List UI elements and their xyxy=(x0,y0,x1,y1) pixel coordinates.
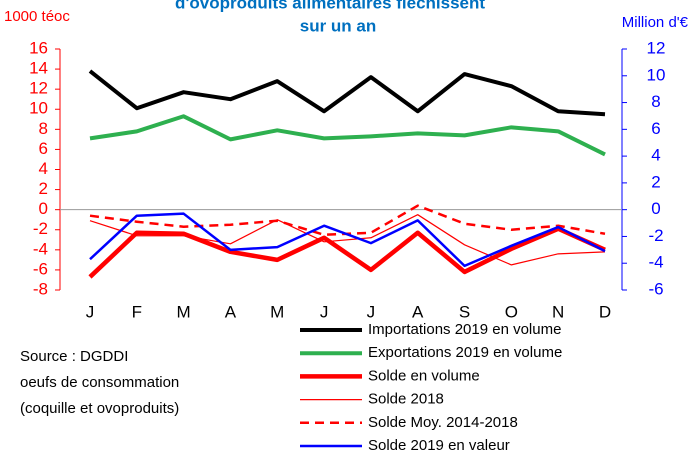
y2-tick-label: 8 xyxy=(651,92,660,111)
y2-tick-label: 4 xyxy=(651,146,660,165)
x-tick-label: J xyxy=(320,302,329,321)
note: oeufs de consommation xyxy=(20,374,179,391)
y-tick-label: -8 xyxy=(33,279,48,298)
legend-label: Solde en volume xyxy=(368,367,480,384)
note: Source : DGDDI xyxy=(20,348,128,365)
y-tick-label: 4 xyxy=(39,159,48,178)
x-tick-label: M xyxy=(270,302,284,321)
series-line xyxy=(88,69,606,117)
y-tick-label: 6 xyxy=(39,139,48,158)
x-tick-label: O xyxy=(505,302,518,321)
y-tick-label: -4 xyxy=(33,239,48,258)
y2-tick-label: -4 xyxy=(648,253,663,272)
y-axis-label: 1000 téoc xyxy=(4,8,70,25)
x-tick-label: J xyxy=(86,302,95,321)
legend-label: Solde Moy. 2014-2018 xyxy=(368,414,518,431)
y-tick-label: 2 xyxy=(39,179,48,198)
x-tick-label: A xyxy=(412,302,424,321)
legend-label: Solde 2018 xyxy=(368,391,444,408)
y2-tick-label: 10 xyxy=(647,65,666,84)
chart-title: sur un an xyxy=(300,16,377,35)
x-tick-label: S xyxy=(459,302,470,321)
y2-tick-label: 2 xyxy=(651,172,660,191)
y-tick-label: 8 xyxy=(39,119,48,138)
legend-label: Solde 2019 en valeur xyxy=(368,437,510,452)
y-tick-label: 14 xyxy=(29,59,48,78)
y2-tick-label: 0 xyxy=(651,199,660,218)
y2-tick-label: 12 xyxy=(647,38,666,57)
note: (coquille et ovoproduits) xyxy=(20,400,179,417)
x-tick-label: D xyxy=(599,302,611,321)
chart-title: d'ovoproduits alimentaires fléchissent xyxy=(175,0,485,12)
x-tick-label: M xyxy=(177,302,191,321)
y-tick-label: -2 xyxy=(33,219,48,238)
y-tick-label: 12 xyxy=(29,79,48,98)
y2-tick-label: 6 xyxy=(651,119,660,138)
y-tick-label: -6 xyxy=(33,259,48,278)
x-tick-label: J xyxy=(367,302,376,321)
x-tick-label: A xyxy=(225,302,237,321)
x-tick-label: F xyxy=(132,302,142,321)
series-line xyxy=(89,114,606,157)
y-tick-label: 0 xyxy=(39,199,48,218)
series-line xyxy=(89,212,606,268)
legend-label: Exportations 2019 en volume xyxy=(368,344,562,361)
x-tick-label: N xyxy=(552,302,564,321)
series-line xyxy=(89,214,606,266)
series-line xyxy=(88,226,606,279)
y-tick-label: 16 xyxy=(29,38,48,57)
y2-tick-label: -6 xyxy=(648,279,663,298)
y2-axis-label: Million d'€ xyxy=(622,14,689,31)
y-tick-label: 10 xyxy=(29,99,48,118)
y2-tick-label: -2 xyxy=(648,226,663,245)
legend-label: Importations 2019 en volume xyxy=(368,321,561,338)
